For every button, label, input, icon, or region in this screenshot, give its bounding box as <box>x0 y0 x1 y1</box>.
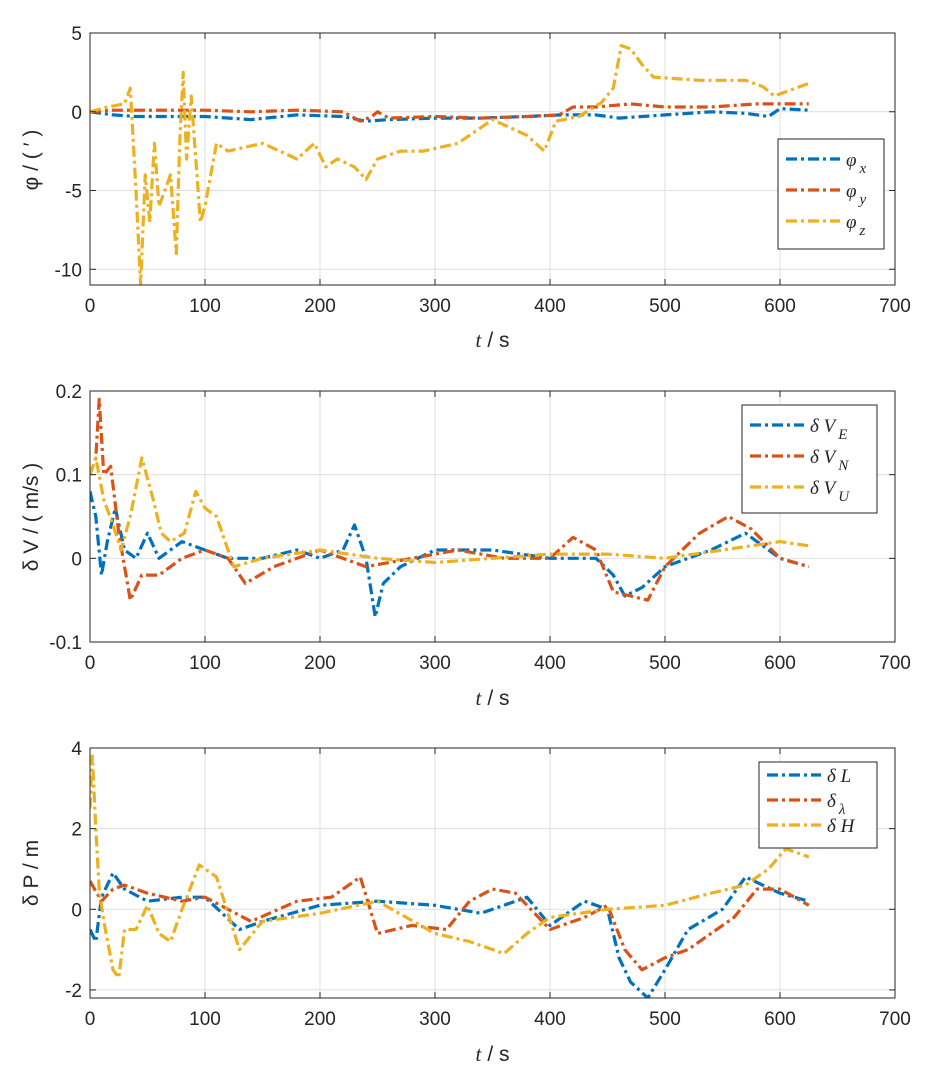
x-tick-label: 300 <box>419 296 451 317</box>
x-axis-label: t / s <box>475 1042 509 1066</box>
series-line-1 <box>90 397 810 602</box>
y-tick-label: -0.1 <box>49 633 82 654</box>
x-tick-label: 300 <box>419 653 451 674</box>
y-tick-label: 0 <box>71 103 82 124</box>
x-tick-label: 500 <box>649 1009 681 1030</box>
legend-box <box>777 138 885 250</box>
x-tick-label: 200 <box>304 1009 336 1030</box>
legend-label-2: δ H <box>827 816 856 837</box>
x-tick-label: 100 <box>189 296 221 317</box>
x-tick-label: 0 <box>85 296 96 317</box>
x-axis-label: t / s <box>475 328 509 352</box>
x-tick-label: 600 <box>764 1009 796 1030</box>
y-tick-label: 0 <box>71 549 82 570</box>
x-tick-label: 400 <box>534 653 566 674</box>
series-line-0 <box>90 871 810 998</box>
x-tick-label: 200 <box>304 296 336 317</box>
x-tick-label: 700 <box>879 653 911 674</box>
y-tick-label: 2 <box>71 820 82 841</box>
series-line-2 <box>90 456 810 569</box>
x-tick-label: 600 <box>764 296 796 317</box>
y-tick-label: 0.1 <box>56 466 82 487</box>
series-group <box>90 43 810 285</box>
series-group <box>90 397 810 619</box>
x-tick-label: 500 <box>649 296 681 317</box>
y-tick-label: -10 <box>55 260 82 281</box>
x-tick-label: 0 <box>85 653 96 674</box>
x-tick-label: 400 <box>534 1009 566 1030</box>
legend-box <box>741 404 878 514</box>
x-tick-label: 700 <box>879 296 911 317</box>
series-line-0 <box>90 491 810 619</box>
y-tick-label: -2 <box>65 981 82 1002</box>
x-tick-label: 100 <box>189 653 221 674</box>
legend-label-0: δ L <box>827 766 851 787</box>
y-tick-label: 5 <box>71 24 82 45</box>
y-axis-label: δ V / ( m/s ) <box>20 463 43 572</box>
series-line-2 <box>90 43 810 285</box>
phi-chart-panel: 0 100 200 300 400 500 600 700 5 0 -5 -10 t / s φ / ( ′… <box>20 24 911 352</box>
x-tick-label: 500 <box>649 653 681 674</box>
y-tick-label: -5 <box>65 182 82 203</box>
y-tick-label: 0 <box>71 900 82 921</box>
x-tick-label: 0 <box>85 1009 96 1030</box>
axes-frame <box>89 32 896 286</box>
x-tick-label: 700 <box>879 1009 911 1030</box>
y-tick-label: 0.2 <box>56 382 82 403</box>
x-tick-label: 200 <box>304 653 336 674</box>
plot-area <box>90 33 895 285</box>
x-axis-label: t / s <box>475 686 509 710</box>
series-line-1 <box>90 875 810 972</box>
series-group <box>90 754 810 998</box>
x-tick-label: 600 <box>764 653 796 674</box>
legend: φ x φ y φ z <box>777 138 885 250</box>
axes-frame <box>89 390 896 643</box>
x-tick-label: 400 <box>534 296 566 317</box>
y-axis-label: φ / ( ′ ) <box>20 130 43 191</box>
axes-frame <box>89 747 896 999</box>
legend: δ L δ λδ H <box>758 761 878 849</box>
y-tick-label: 4 <box>71 739 82 760</box>
y-axis-label: δ P / m <box>20 840 43 906</box>
series-line-2 <box>90 754 810 980</box>
x-tick-label: 300 <box>419 1009 451 1030</box>
x-tick-label: 100 <box>189 1009 221 1030</box>
